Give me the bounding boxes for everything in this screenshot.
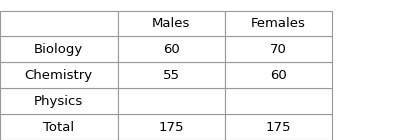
Bar	[225, 114, 332, 140]
Bar	[0, 88, 118, 114]
Bar	[225, 88, 332, 114]
Bar	[0, 62, 118, 88]
Bar	[118, 114, 225, 140]
Bar	[0, 10, 118, 36]
Text: Biology: Biology	[34, 43, 84, 56]
Bar	[118, 88, 225, 114]
Text: Females: Females	[251, 17, 306, 30]
Text: Males: Males	[152, 17, 190, 30]
Bar	[0, 114, 118, 140]
Bar	[118, 36, 225, 62]
Text: 175: 175	[158, 121, 184, 134]
Bar	[225, 36, 332, 62]
Text: 55: 55	[163, 69, 180, 82]
Text: Physics: Physics	[34, 95, 84, 108]
Text: 60: 60	[163, 43, 179, 56]
Bar	[0, 36, 118, 62]
Bar	[225, 62, 332, 88]
Text: 60: 60	[270, 69, 286, 82]
Bar	[225, 10, 332, 36]
Bar	[118, 62, 225, 88]
Text: Chemistry: Chemistry	[25, 69, 93, 82]
Text: 175: 175	[265, 121, 291, 134]
Text: Total: Total	[43, 121, 74, 134]
Text: 70: 70	[270, 43, 287, 56]
Bar	[118, 10, 225, 36]
